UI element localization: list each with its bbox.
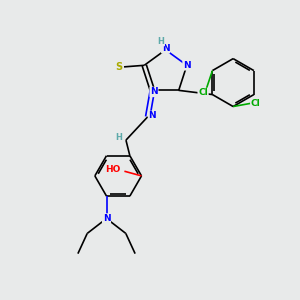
Text: S: S <box>115 62 122 72</box>
Text: N: N <box>150 87 158 96</box>
Text: N: N <box>148 111 156 120</box>
Text: N: N <box>183 61 191 70</box>
Text: Cl: Cl <box>251 99 261 108</box>
Text: N: N <box>103 214 110 223</box>
Text: H: H <box>158 37 164 46</box>
Text: HO: HO <box>105 166 121 175</box>
Text: N: N <box>162 44 170 53</box>
Text: Cl: Cl <box>198 88 208 98</box>
Text: H: H <box>116 133 122 142</box>
